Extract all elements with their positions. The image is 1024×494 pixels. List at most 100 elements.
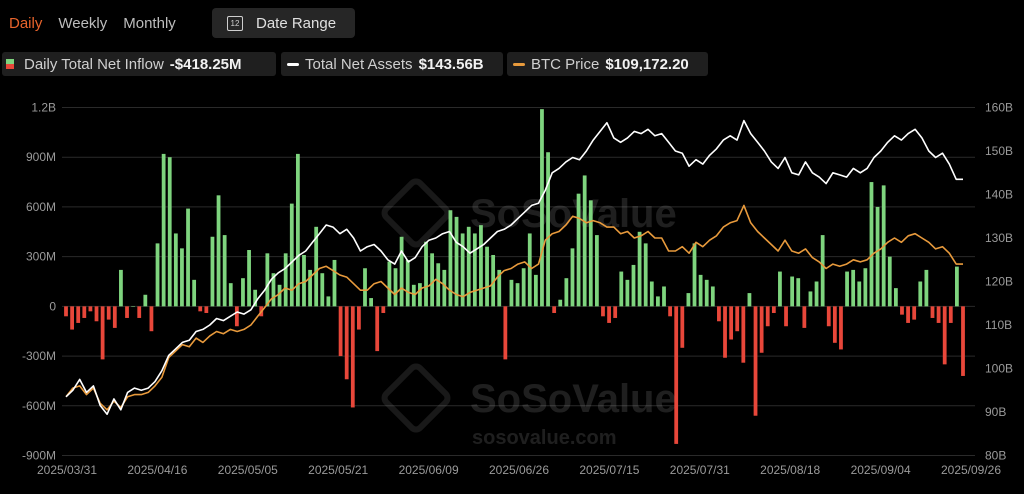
inflow-bar [576, 193, 581, 307]
inflow-bar [527, 233, 532, 307]
watermark: SoSoValue sosovalue.com [381, 363, 677, 449]
inflow-bar [430, 253, 435, 307]
inflow-bar [271, 273, 276, 307]
y-left-tick-label: -900M [22, 449, 56, 463]
inflow-bar [698, 274, 703, 307]
outflow-bar [784, 306, 788, 327]
outflow-bar [338, 306, 343, 357]
inflow-bar [649, 281, 654, 307]
inflow-bar [442, 269, 447, 307]
outflow-bar [668, 306, 672, 317]
inflow-bar [893, 288, 898, 307]
y-right-tick-label: 80B [985, 449, 1006, 463]
inflow-bar [924, 269, 929, 307]
inflow-bar [210, 236, 215, 307]
outflow-bar [930, 306, 935, 318]
inflow-bar [845, 271, 849, 307]
inflow-bar [186, 208, 190, 307]
outflow-bar [717, 306, 721, 322]
inflow-bar [619, 271, 624, 307]
inflow-bar [955, 266, 959, 307]
outflow-bar [942, 306, 947, 365]
legend-btc[interactable]: BTC Price $109,172.20 [507, 52, 708, 76]
watermark-logo-icon [381, 363, 451, 433]
outflow-bar [601, 306, 605, 317]
x-tick-label: 2025/06/26 [489, 463, 549, 477]
outflow-bar [82, 306, 87, 318]
inflow-bar [418, 283, 422, 307]
inflow-bar [656, 296, 660, 307]
inflow-bar [747, 293, 752, 307]
inflow-bar [143, 294, 148, 307]
outflow-bar [741, 306, 746, 363]
x-tick-label: 2025/07/31 [670, 463, 730, 477]
outflow-bar [759, 306, 764, 353]
legend-inflow-value: -$418.25M [169, 55, 242, 73]
inflow-bar [643, 243, 648, 307]
inflow-bar [796, 278, 801, 307]
inflow-bar [387, 261, 392, 307]
legend-assets-value: $143.56B [418, 55, 484, 73]
x-tick-label: 2025/08/18 [760, 463, 820, 477]
tab-weekly[interactable]: Weekly [58, 14, 108, 32]
outflow-bar [149, 306, 154, 332]
outflow-bar [613, 306, 618, 318]
inflow-bar [533, 274, 538, 307]
legend-assets[interactable]: Total Net Assets $143.56B [281, 52, 503, 76]
outflow-bar [680, 306, 685, 348]
inflow-bar [814, 281, 819, 307]
outflow-bar [900, 306, 904, 315]
inflow-bar [515, 283, 520, 307]
date-range-label: Date Range [256, 14, 337, 32]
x-tick-label: 2025/09/04 [851, 463, 911, 477]
outflow-bar [735, 306, 740, 332]
legend-assets-label: Total Net Assets [305, 55, 413, 73]
inflow-bar [875, 206, 880, 307]
outflow-bar [106, 306, 111, 320]
y-right-tick-label: 110B [985, 318, 1012, 332]
inflow-bar [918, 281, 923, 307]
watermark-brand: SoSoValue [470, 377, 677, 421]
inflow-bar [662, 286, 666, 307]
outflow-bar [765, 306, 770, 327]
y-right-tick-label: 130B [985, 231, 1013, 245]
inflow-bar [820, 235, 825, 307]
watermark-logo-icon [381, 178, 451, 248]
tab-daily[interactable]: Daily [9, 14, 43, 32]
inflow-bar [631, 264, 636, 307]
inflow-bar [686, 293, 691, 307]
legend-inflow[interactable]: Daily Total Net Inflow -$418.25M [2, 52, 276, 76]
outflow-bar [503, 306, 508, 360]
outflow-bar [64, 306, 68, 317]
inflow-bar [863, 268, 868, 307]
outflow-bar [88, 306, 93, 312]
y-left-tick-label: 300M [26, 250, 56, 264]
outflow-bar [94, 306, 99, 322]
outflow-bar [723, 306, 727, 358]
inflow-bar [424, 241, 428, 307]
outflow-bar [961, 306, 965, 376]
outflow-bar [771, 306, 776, 313]
inflow-bar [582, 175, 587, 307]
outflow-bar [375, 306, 380, 352]
inflow-bar [857, 281, 862, 307]
watermark-url: sosovalue.com [472, 427, 617, 449]
outflow-bar [350, 306, 355, 408]
outflow-bar [948, 306, 953, 323]
y-right-tick-label: 90B [985, 405, 1006, 419]
inflow-bar [509, 279, 514, 307]
x-tick-label: 2025/03/31 [37, 463, 97, 477]
x-tick-label: 2025/04/16 [127, 463, 187, 477]
outflow-bar [125, 306, 129, 318]
x-tick-label: 2025/07/15 [579, 463, 639, 477]
inflow-bar [570, 248, 575, 307]
y-left-tick-label: 900M [26, 150, 56, 164]
tab-monthly[interactable]: Monthly [123, 14, 176, 32]
date-range-button[interactable]: 12 Date Range [212, 8, 355, 38]
inflow-bar [173, 233, 178, 307]
inflow-bar [241, 278, 245, 307]
inflow-bar [363, 268, 367, 307]
y-right-tick-label: 160B [985, 101, 1013, 115]
inflow-bar [851, 269, 856, 307]
